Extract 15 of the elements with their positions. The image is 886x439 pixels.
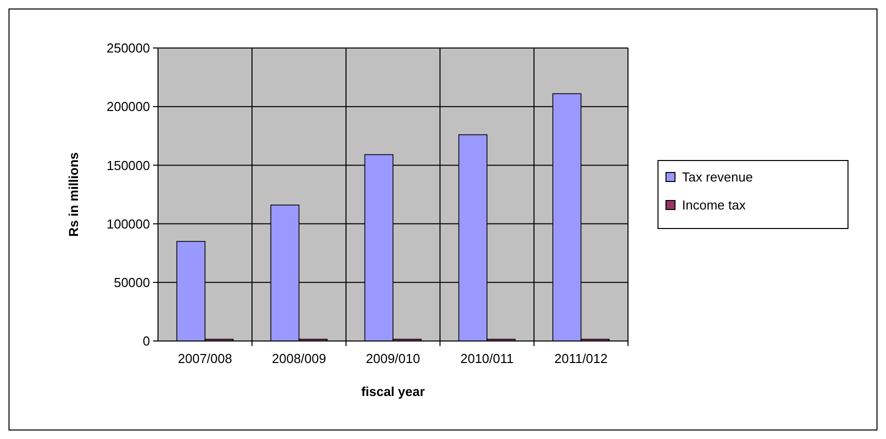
legend-label: Tax revenue xyxy=(682,170,753,184)
x-axis-title: fiscal year xyxy=(361,384,425,399)
y-tick-label: 250000 xyxy=(106,40,150,56)
legend-label: Income tax xyxy=(682,198,746,212)
y-tick-label: 100000 xyxy=(106,216,150,232)
x-tick-label: 2009/010 xyxy=(366,351,420,366)
y-tick-label: 50000 xyxy=(114,274,150,290)
y-axis-title: Rs in millions xyxy=(66,152,81,237)
x-tick-label: 2010/011 xyxy=(460,351,514,366)
x-tick-label: 2011/012 xyxy=(554,351,608,366)
x-tick-label: 2007/008 xyxy=(178,351,232,366)
y-tick-label: 150000 xyxy=(106,158,150,173)
y-tick-label: 200000 xyxy=(106,99,150,114)
y-tick-label: 0 xyxy=(142,334,150,349)
x-tick-label: 2008/009 xyxy=(272,351,326,366)
